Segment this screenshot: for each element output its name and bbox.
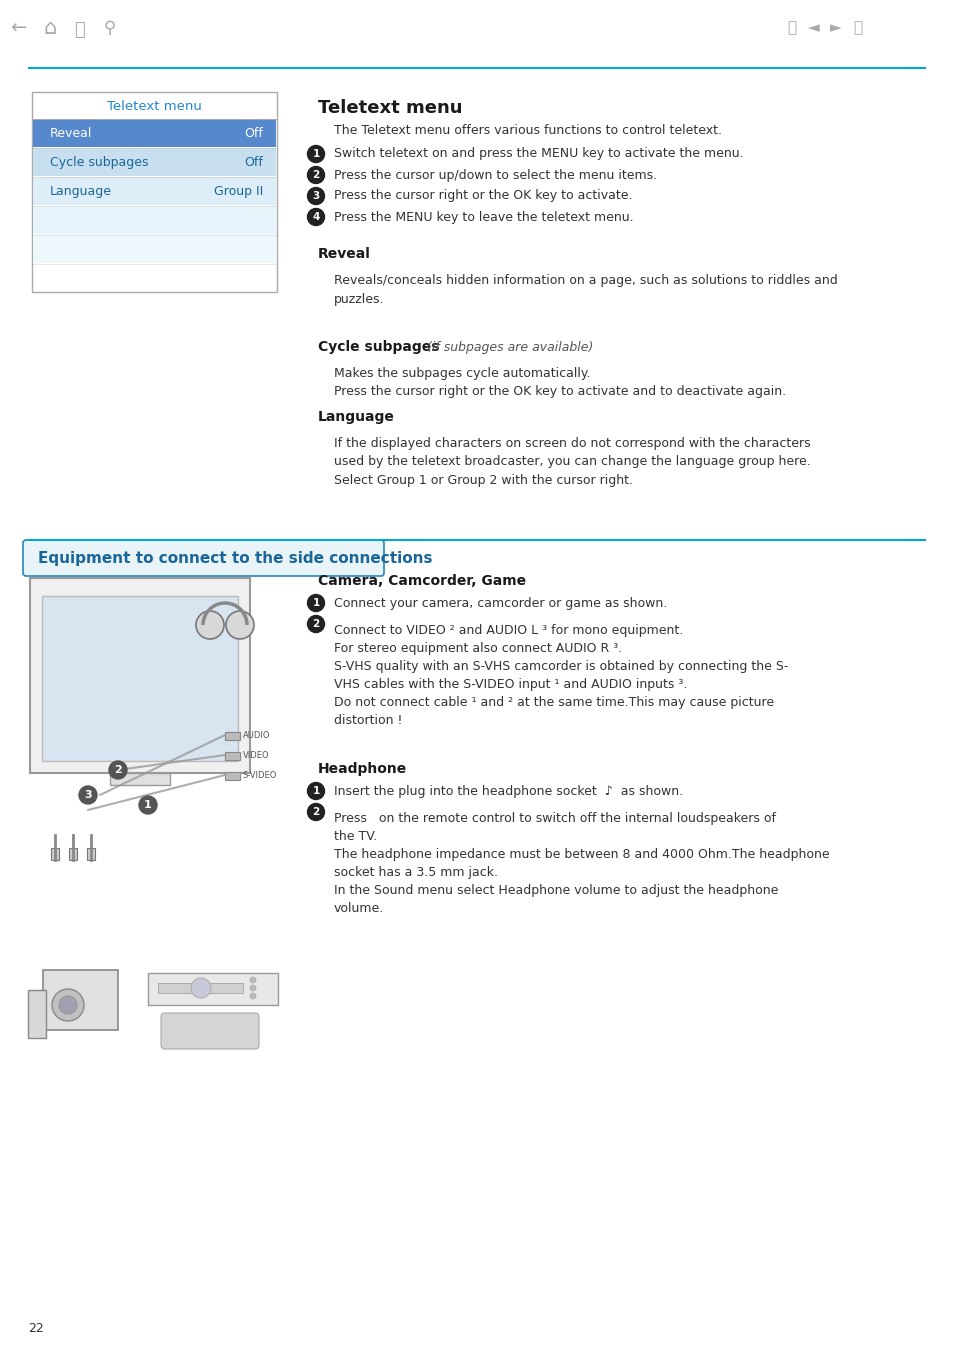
Circle shape bbox=[307, 782, 324, 800]
Text: Language: Language bbox=[50, 185, 112, 199]
Circle shape bbox=[195, 611, 224, 639]
Bar bbox=[87, 848, 95, 861]
Text: 2: 2 bbox=[114, 765, 122, 775]
Text: 1: 1 bbox=[312, 149, 319, 159]
Text: If the displayed characters on screen do not correspond with the characters
used: If the displayed characters on screen do… bbox=[334, 436, 810, 486]
Text: 2: 2 bbox=[312, 170, 319, 180]
Text: Press   on the remote control to switch off the internal loudspeakers of
the TV.: Press on the remote control to switch of… bbox=[334, 812, 829, 915]
Text: Reveal: Reveal bbox=[317, 247, 371, 261]
FancyBboxPatch shape bbox=[23, 540, 384, 576]
Circle shape bbox=[250, 985, 255, 992]
Text: Equipment to connect to the side connections: Equipment to connect to the side connect… bbox=[38, 550, 432, 566]
Text: AUDIO: AUDIO bbox=[243, 731, 271, 740]
Text: ◄: ◄ bbox=[807, 20, 819, 35]
Bar bbox=[110, 773, 170, 785]
Text: Cycle subpages: Cycle subpages bbox=[317, 340, 439, 354]
Text: ⚲: ⚲ bbox=[104, 19, 116, 36]
Text: Off: Off bbox=[244, 155, 263, 169]
Bar bbox=[43, 970, 118, 1029]
Text: Headphone: Headphone bbox=[317, 762, 407, 775]
Circle shape bbox=[307, 804, 324, 820]
Text: Press the MENU key to leave the teletext menu.: Press the MENU key to leave the teletext… bbox=[334, 211, 633, 223]
Circle shape bbox=[307, 616, 324, 632]
Text: ⎙: ⎙ bbox=[74, 22, 85, 39]
Bar bbox=[148, 973, 277, 1005]
Text: The Teletext menu offers various functions to control teletext.: The Teletext menu offers various functio… bbox=[334, 123, 721, 136]
Bar bbox=[33, 149, 275, 176]
Bar bbox=[33, 235, 275, 263]
Text: Group II: Group II bbox=[213, 185, 263, 199]
Text: Press the cursor up/down to select the menu items.: Press the cursor up/down to select the m… bbox=[334, 169, 657, 181]
Circle shape bbox=[59, 996, 77, 1015]
Circle shape bbox=[250, 993, 255, 998]
Text: 2: 2 bbox=[312, 619, 319, 630]
Bar bbox=[69, 848, 77, 861]
Text: Connect your camera, camcorder or game as shown.: Connect your camera, camcorder or game a… bbox=[334, 597, 666, 609]
Text: Teletext menu: Teletext menu bbox=[107, 100, 202, 113]
Bar bbox=[158, 984, 243, 993]
Circle shape bbox=[191, 978, 211, 998]
Bar bbox=[33, 119, 275, 147]
Bar bbox=[33, 205, 275, 234]
Text: 1: 1 bbox=[312, 786, 319, 796]
Text: Reveal: Reveal bbox=[50, 127, 92, 141]
FancyBboxPatch shape bbox=[161, 1013, 258, 1048]
Circle shape bbox=[250, 977, 255, 984]
Circle shape bbox=[109, 761, 127, 780]
Text: Insert the plug into the headphone socket  ♪  as shown.: Insert the plug into the headphone socke… bbox=[334, 785, 682, 797]
Text: Language: Language bbox=[317, 409, 395, 424]
Text: ←: ← bbox=[10, 19, 26, 38]
Text: ⌂: ⌂ bbox=[43, 18, 56, 38]
Circle shape bbox=[139, 796, 157, 815]
Text: Makes the subpages cycle automatically.
Press the cursor right or the OK key to : Makes the subpages cycle automatically. … bbox=[334, 367, 785, 399]
Bar bbox=[30, 578, 250, 773]
Circle shape bbox=[52, 989, 84, 1021]
Bar bbox=[33, 177, 275, 205]
Text: Teletext menu: Teletext menu bbox=[317, 99, 462, 118]
Text: Off: Off bbox=[244, 127, 263, 141]
Text: Camera, Camcorder, Game: Camera, Camcorder, Game bbox=[317, 574, 525, 588]
Text: Press the cursor right or the OK key to activate.: Press the cursor right or the OK key to … bbox=[334, 189, 632, 203]
Bar bbox=[225, 771, 240, 780]
Text: 2: 2 bbox=[312, 807, 319, 817]
Circle shape bbox=[226, 611, 253, 639]
Text: ⏮: ⏮ bbox=[786, 20, 796, 35]
Text: 1: 1 bbox=[144, 800, 152, 811]
Text: Reveals/conceals hidden information on a page, such as solutions to riddles and
: Reveals/conceals hidden information on a… bbox=[334, 274, 837, 305]
Bar bbox=[225, 753, 240, 761]
Bar bbox=[28, 990, 46, 1038]
Bar bbox=[32, 92, 276, 292]
Text: Switch teletext on and press the MENU key to activate the menu.: Switch teletext on and press the MENU ke… bbox=[334, 147, 742, 161]
Text: 3: 3 bbox=[84, 790, 91, 800]
Text: 4: 4 bbox=[312, 212, 319, 222]
Text: Cycle subpages: Cycle subpages bbox=[50, 155, 149, 169]
Text: ⏭: ⏭ bbox=[853, 20, 862, 35]
Text: VIDEO: VIDEO bbox=[243, 751, 270, 761]
Circle shape bbox=[307, 146, 324, 162]
Circle shape bbox=[79, 786, 97, 804]
Text: 3: 3 bbox=[312, 190, 319, 201]
Text: (if subpages are available): (if subpages are available) bbox=[422, 340, 593, 354]
Circle shape bbox=[307, 166, 324, 184]
Text: Connect to VIDEO ² and AUDIO L ³ for mono equipment.
For stereo equipment also c: Connect to VIDEO ² and AUDIO L ³ for mon… bbox=[334, 624, 787, 727]
Circle shape bbox=[307, 594, 324, 612]
Bar bbox=[51, 848, 59, 861]
Text: 22: 22 bbox=[28, 1321, 44, 1335]
Bar bbox=[42, 596, 237, 761]
Bar bbox=[225, 732, 240, 740]
Circle shape bbox=[307, 208, 324, 226]
Circle shape bbox=[307, 188, 324, 204]
Text: ►: ► bbox=[829, 20, 841, 35]
Text: S-VIDEO: S-VIDEO bbox=[243, 771, 277, 781]
Text: 1: 1 bbox=[312, 598, 319, 608]
